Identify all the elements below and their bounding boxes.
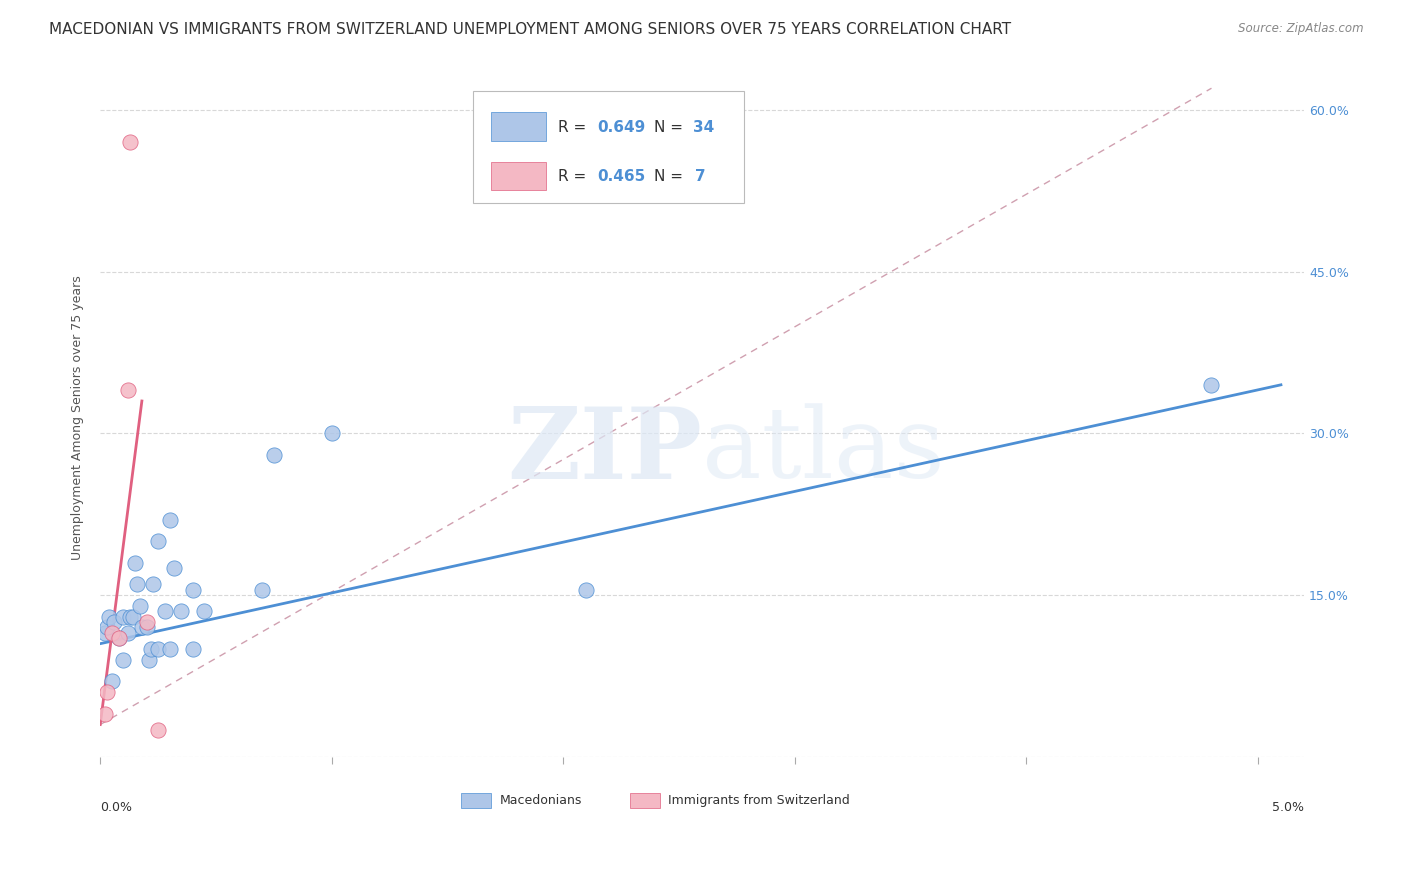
Point	[153, 604, 176, 618]
Point	[135, 620, 157, 634]
Point	[117, 383, 139, 397]
Point	[1201, 377, 1223, 392]
Point	[107, 632, 129, 646]
Point	[127, 577, 149, 591]
Point	[146, 534, 169, 549]
Text: Source: ZipAtlas.com: Source: ZipAtlas.com	[1239, 22, 1364, 36]
Text: N =: N =	[654, 120, 688, 135]
Point	[94, 626, 117, 640]
Point	[170, 604, 193, 618]
Point	[124, 556, 146, 570]
Point	[138, 653, 160, 667]
Point	[121, 609, 143, 624]
Point	[159, 513, 181, 527]
Point	[101, 674, 124, 689]
Point	[181, 642, 204, 657]
Text: ZIP: ZIP	[508, 402, 702, 500]
Point	[107, 632, 129, 646]
Text: Macedonians: Macedonians	[501, 794, 582, 807]
Point	[193, 604, 215, 618]
Point	[103, 615, 125, 629]
Point	[120, 135, 142, 149]
Point	[142, 577, 165, 591]
Text: 7: 7	[695, 169, 706, 185]
FancyBboxPatch shape	[492, 112, 546, 141]
Point	[101, 626, 124, 640]
FancyBboxPatch shape	[492, 161, 546, 190]
Point	[112, 609, 135, 624]
Point	[263, 448, 285, 462]
Text: Immigrants from Switzerland: Immigrants from Switzerland	[668, 794, 851, 807]
Point	[94, 706, 117, 721]
Point	[141, 642, 163, 657]
Text: atlas: atlas	[702, 403, 945, 499]
Text: 5.0%: 5.0%	[1272, 801, 1305, 814]
Y-axis label: Unemployment Among Seniors over 75 years: Unemployment Among Seniors over 75 years	[72, 275, 84, 559]
Point	[112, 653, 135, 667]
Point	[96, 620, 118, 634]
Text: MACEDONIAN VS IMMIGRANTS FROM SWITZERLAND UNEMPLOYMENT AMONG SENIORS OVER 75 YEA: MACEDONIAN VS IMMIGRANTS FROM SWITZERLAN…	[49, 22, 1011, 37]
Point	[159, 642, 181, 657]
Point	[135, 615, 157, 629]
Point	[181, 582, 204, 597]
Point	[117, 626, 139, 640]
FancyBboxPatch shape	[474, 91, 744, 203]
Point	[163, 561, 186, 575]
Point	[252, 582, 274, 597]
Point	[575, 582, 598, 597]
Point	[131, 620, 153, 634]
Point	[321, 426, 343, 441]
Point	[146, 642, 169, 657]
Point	[98, 609, 121, 624]
Point	[96, 685, 118, 699]
Point	[146, 723, 169, 737]
FancyBboxPatch shape	[630, 793, 659, 808]
Point	[120, 609, 142, 624]
FancyBboxPatch shape	[461, 793, 492, 808]
Text: R =: R =	[558, 169, 591, 185]
Text: 34: 34	[693, 120, 714, 135]
Text: R =: R =	[558, 120, 591, 135]
Text: 0.465: 0.465	[598, 169, 645, 185]
Point	[128, 599, 150, 613]
Text: 0.649: 0.649	[598, 120, 645, 135]
Text: 0.0%: 0.0%	[100, 801, 132, 814]
Text: N =: N =	[654, 169, 688, 185]
